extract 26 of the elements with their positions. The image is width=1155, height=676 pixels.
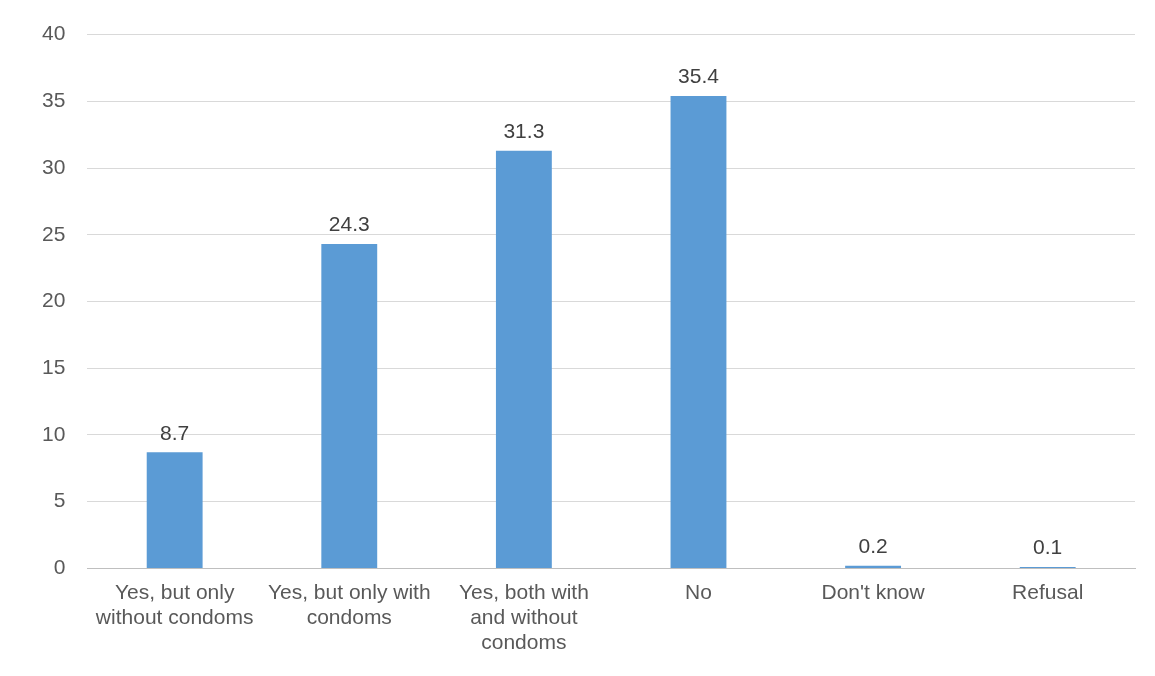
y-tick-label: 15	[42, 355, 66, 379]
x-tick-label: Yes, but only with condoms	[267, 579, 431, 628]
x-tick-label: Yes, both with and without condoms	[458, 579, 589, 654]
y-tick-label: 0	[53, 555, 66, 579]
x-tick-label: No	[685, 579, 712, 603]
bar	[845, 565, 902, 568]
data-label: 0.1	[1033, 535, 1063, 559]
data-label: 35.4	[678, 64, 720, 88]
y-tick-label: 5	[53, 488, 66, 512]
y-tick-label: 35	[42, 88, 66, 112]
data-label: 8.7	[160, 420, 190, 444]
bar	[146, 452, 203, 568]
y-tick-label: 30	[42, 154, 66, 178]
x-tick-label: Yes, but only without condoms	[94, 579, 254, 628]
y-tick-label: 20	[42, 288, 66, 312]
data-label: 31.3	[503, 119, 545, 142]
bar	[670, 95, 727, 568]
y-tick-label: 10	[42, 421, 66, 445]
bar	[321, 244, 378, 568]
y-tick-label: 25	[42, 221, 66, 245]
x-tick-label: Refusal	[1012, 579, 1084, 603]
y-tick-label: 40	[42, 21, 66, 45]
data-label: 24.3	[328, 212, 370, 236]
bar	[495, 150, 552, 568]
x-tick-label: Don't know	[821, 579, 926, 603]
data-label: 0.2	[858, 534, 888, 558]
